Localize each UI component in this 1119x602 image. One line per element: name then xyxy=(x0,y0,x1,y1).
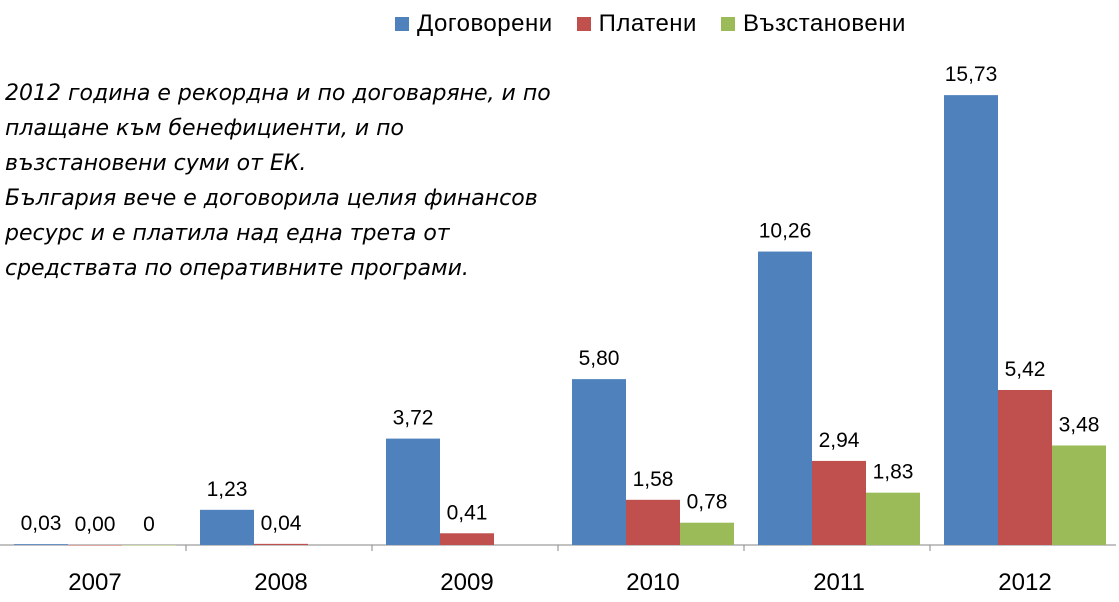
bar-Възстановени-2011 xyxy=(866,492,920,545)
bar-Платени-2011 xyxy=(812,460,866,545)
data-label: 1,83 xyxy=(873,461,914,484)
data-label: 5,80 xyxy=(579,347,620,370)
data-label: 10,26 xyxy=(759,220,812,243)
bar-Платени-2008 xyxy=(254,543,308,545)
bar-Договорени-2011 xyxy=(758,251,812,545)
bar-Платени-2012 xyxy=(998,389,1052,545)
data-label: 2,94 xyxy=(819,429,860,452)
data-label: 0,41 xyxy=(447,501,488,524)
legend-swatch-contracted xyxy=(395,17,409,31)
legend-swatch-paid xyxy=(576,17,591,31)
bar-Възстановени-2012 xyxy=(1052,445,1106,545)
data-label: 0,04 xyxy=(261,512,302,535)
data-label: 5,42 xyxy=(1005,358,1046,381)
bar-Договорени-2007 xyxy=(14,544,68,545)
x-tick-label: 2012 xyxy=(998,569,1051,596)
x-tick-label: 2010 xyxy=(626,569,679,596)
annotation-line: ресурс и е платила над една трета от xyxy=(5,221,450,246)
bar-Възстановени-2007 xyxy=(122,545,176,546)
legend-item-reimbursed: Възстановени xyxy=(720,10,906,38)
x-tick-label: 2007 xyxy=(68,569,121,596)
data-label: 3,48 xyxy=(1059,413,1100,436)
data-label: 15,73 xyxy=(945,63,998,86)
bar-Възстановени-2010 xyxy=(680,522,734,545)
annotation-line: България вече е договорила целия финансо… xyxy=(5,186,538,211)
bar-Платени-2010 xyxy=(626,499,680,545)
bar-Договорени-2009 xyxy=(386,438,440,545)
legend-swatch-reimbursed xyxy=(720,17,735,31)
legend-label-paid: Платени xyxy=(598,10,697,37)
data-label: 1,58 xyxy=(633,468,674,491)
legend-label-reimbursed: Възстановени xyxy=(742,10,906,37)
bar-Договорени-2010 xyxy=(572,379,626,545)
data-label: 0,00 xyxy=(75,513,116,536)
bar-Договорени-2012 xyxy=(944,95,998,545)
annotation-line: средствата по оперативните програми. xyxy=(5,256,469,281)
x-tick-label: 2011 xyxy=(813,569,865,596)
data-label: 3,72 xyxy=(393,407,434,430)
bar-Платени-2009 xyxy=(440,533,494,545)
legend-item-paid: Платени xyxy=(576,10,697,38)
annotation-line: възстановени суми от ЕК. xyxy=(5,151,307,176)
bar-Договорени-2008 xyxy=(200,509,254,545)
data-label: 0 xyxy=(143,513,155,536)
data-label: 0,03 xyxy=(21,512,62,535)
data-label: 0,78 xyxy=(687,491,728,514)
x-tick-label: 2008 xyxy=(254,569,307,596)
chart-legend: Договорени Платени Възстановени xyxy=(395,10,930,38)
bar-Платени-2007 xyxy=(68,545,122,546)
chart-annotation: 2012 година е рекордна и по договаряне, … xyxy=(5,76,605,286)
legend-item-contracted: Договорени xyxy=(395,10,553,38)
data-label: 1,23 xyxy=(207,478,248,501)
legend-label-contracted: Договорени xyxy=(417,10,553,37)
annotation-line: плащане към бенефициенти, и по xyxy=(5,116,405,141)
annotation-line: 2012 година е рекордна и по договаряне, … xyxy=(5,81,551,106)
x-tick-label: 2009 xyxy=(440,569,493,596)
